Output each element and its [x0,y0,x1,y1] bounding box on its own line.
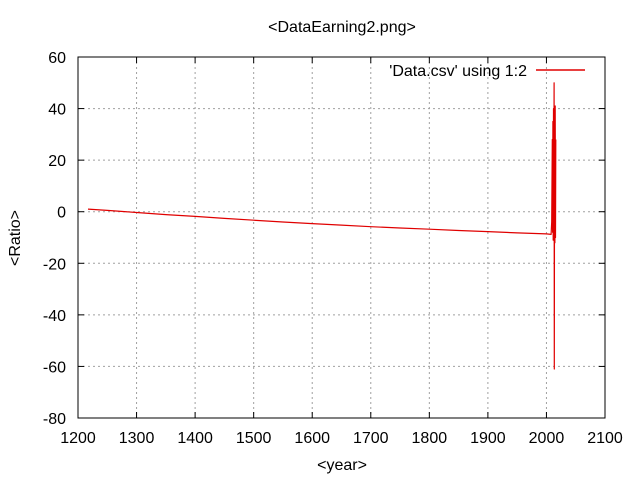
x-tick-label: 1500 [236,430,272,447]
x-tick-label: 1600 [294,430,330,447]
axis-ticks: 1200 1300 1400 1500 1600 1700 1800 1900 2000 2100… [43,50,623,447]
x-tick-label: 2000 [529,430,565,447]
grid-lines [78,57,605,418]
plot-frame [77,56,606,419]
x-tick-label: 1300 [119,430,155,447]
y-axis-label: <Ratio> [7,210,24,266]
x-tick-label: 2100 [587,430,623,447]
series-layer [87,82,557,370]
legend-label: 'Data.csv' using 1:2 [389,63,527,80]
x-tick-label: 1700 [353,430,389,447]
legend: 'Data.csv' using 1:2 [389,63,585,80]
x-tick-label: 1900 [470,430,506,447]
x-tick-label: 1200 [60,430,96,447]
y-tick-label: 40 [48,102,66,119]
y-tick-label: -60 [43,359,66,376]
x-tick-label: 1400 [177,430,213,447]
x-tick-label: 1800 [412,430,448,447]
y-tick-label: -80 [43,411,66,428]
chart-title: <DataEarning2.png> [268,19,416,36]
series-line [87,82,557,370]
x-axis-label: <year> [317,457,367,474]
y-tick-label: -20 [43,256,66,273]
plot-border [77,56,606,419]
y-tick-label: -40 [43,308,66,325]
y-tick-label: 0 [57,205,66,222]
y-tick-label: 20 [48,153,66,170]
y-tick-label: 60 [48,50,66,67]
